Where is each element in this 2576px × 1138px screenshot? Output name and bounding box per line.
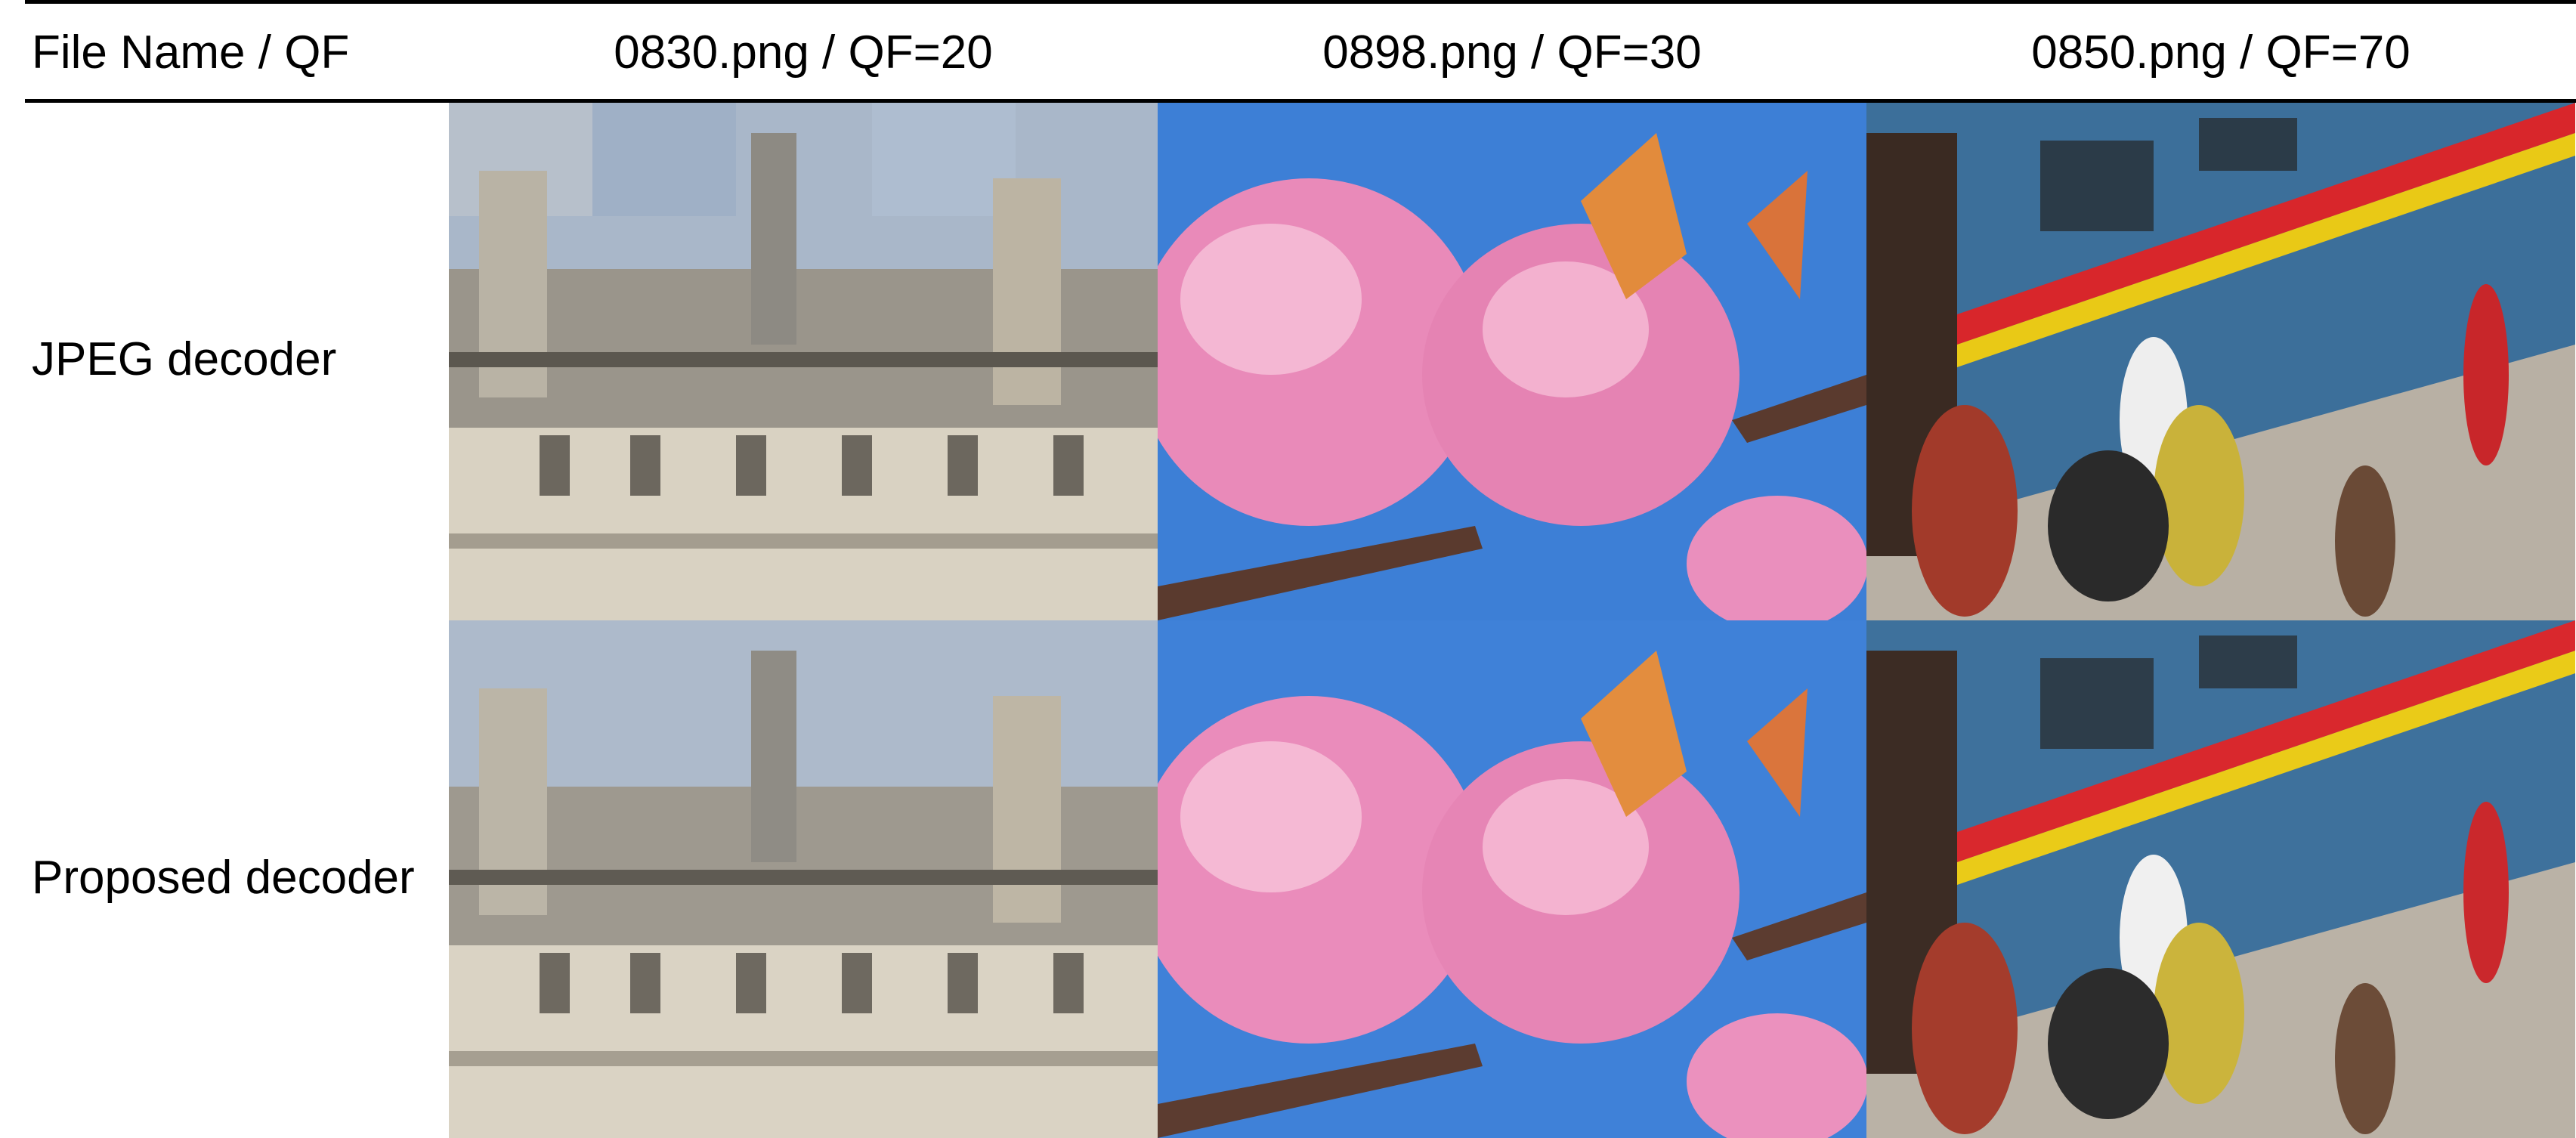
header-file-name-qf: File Name / QF bbox=[32, 26, 350, 79]
header-col-0898: 0898.png / QF=30 bbox=[1322, 26, 1702, 79]
jpeg-train-image bbox=[1866, 103, 2575, 620]
header-col-0830: 0830.png / QF=20 bbox=[614, 26, 993, 79]
jpeg-blossom-image bbox=[1158, 103, 1866, 620]
header-bottom-rule bbox=[25, 99, 2576, 103]
row-label-proposed-decoder: Proposed decoder bbox=[32, 852, 415, 904]
proposed-blossom-image bbox=[1158, 620, 1866, 1138]
row-label-jpeg-decoder: JPEG decoder bbox=[32, 333, 337, 385]
proposed-castle-image bbox=[449, 620, 1158, 1138]
header-col-0850: 0850.png / QF=70 bbox=[2031, 26, 2411, 79]
table-top-rule bbox=[25, 0, 2576, 4]
proposed-train-image bbox=[1866, 620, 2575, 1138]
jpeg-castle-image bbox=[449, 103, 1158, 620]
